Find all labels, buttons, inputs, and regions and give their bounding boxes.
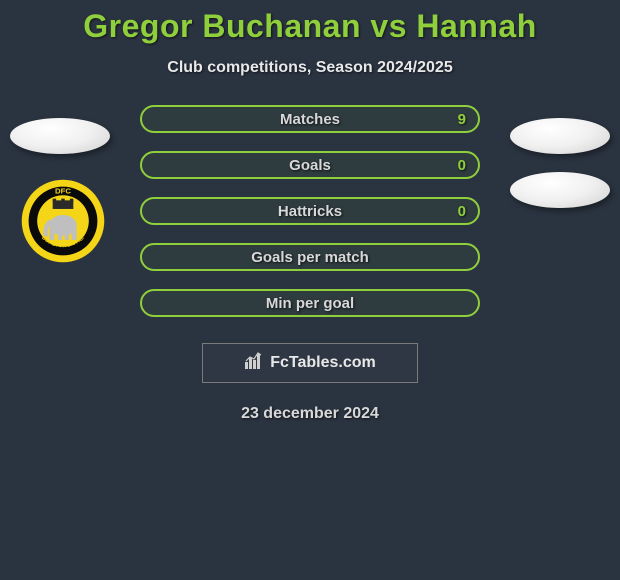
stat-right-value: 0	[458, 203, 466, 220]
stat-label: Min per goal	[266, 295, 354, 312]
stat-right-value: 9	[458, 111, 466, 128]
player-right-avatar-2	[510, 172, 610, 208]
stat-label: Goals	[289, 157, 331, 174]
stat-right-value: 0	[458, 157, 466, 174]
player-left-avatar	[10, 118, 110, 154]
stat-label: Matches	[280, 111, 340, 128]
stat-label: Goals per match	[251, 249, 369, 266]
badge-top-text: DFC	[55, 186, 71, 195]
footer-date: 23 december 2024	[0, 405, 620, 423]
brand-name: FcTables.com	[270, 354, 376, 372]
brand-box: FcTables.com	[202, 343, 418, 383]
stat-row-goals-per-match: Goals per match	[140, 243, 480, 271]
stat-label: Hattricks	[278, 203, 342, 220]
stat-row-min-per-goal: Min per goal	[140, 289, 480, 317]
stat-row-goals: Goals 0	[140, 151, 480, 179]
stat-row-hattricks: Hattricks 0	[140, 197, 480, 225]
subtitle: Club competitions, Season 2024/2025	[0, 59, 620, 77]
chart-bars-icon	[244, 352, 264, 375]
page-title: Gregor Buchanan vs Hannah	[0, 0, 620, 45]
stat-row-matches: Matches 9	[140, 105, 480, 133]
club-badge: DFC DUMBARTON F.C.	[20, 178, 106, 264]
player-right-avatar-1	[510, 118, 610, 154]
